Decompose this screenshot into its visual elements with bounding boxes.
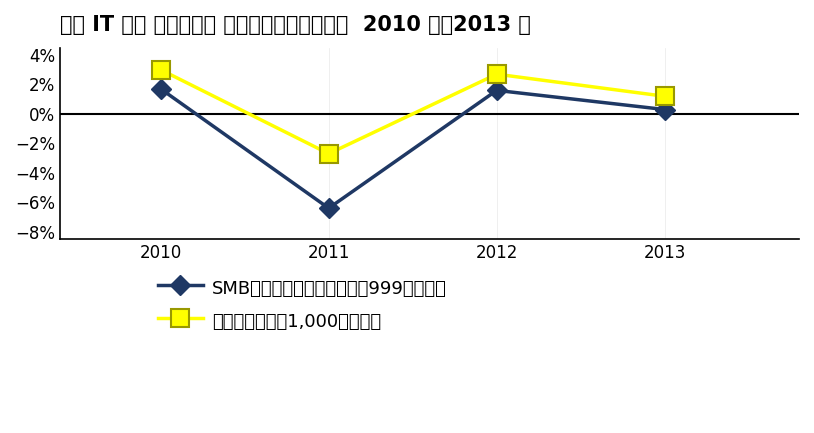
SMB（中堅中小企業／従業員999人以下） (155, 86, 165, 91)
Text: 国内 IT 市場 企業規模別 前年比成長率の予測：  2010 年～2013 年: 国内 IT 市場 企業規模別 前年比成長率の予測： 2010 年～2013 年 (60, 15, 531, 35)
Legend: SMB（中堅中小企業／従業員999人以下）, 大企業（従業員1,000人以上）: SMB（中堅中小企業／従業員999人以下）, 大企業（従業員1,000人以上） (158, 277, 447, 332)
大企業（従業員1,000人以上） (660, 94, 670, 99)
SMB（中堅中小企業／従業員999人以下） (324, 206, 334, 211)
Line: 大企業（従業員1,000人以上）: 大企業（従業員1,000人以上） (151, 61, 674, 163)
SMB（中堅中小企業／従業員999人以下） (660, 107, 670, 112)
大企業（従業員1,000人以上） (492, 71, 501, 77)
大企業（従業員1,000人以上） (155, 67, 165, 72)
SMB（中堅中小企業／従業員999人以下） (492, 88, 501, 93)
Line: SMB（中堅中小企業／従業員999人以下）: SMB（中堅中小企業／従業員999人以下） (154, 82, 672, 215)
大企業（従業員1,000人以上） (324, 151, 334, 156)
